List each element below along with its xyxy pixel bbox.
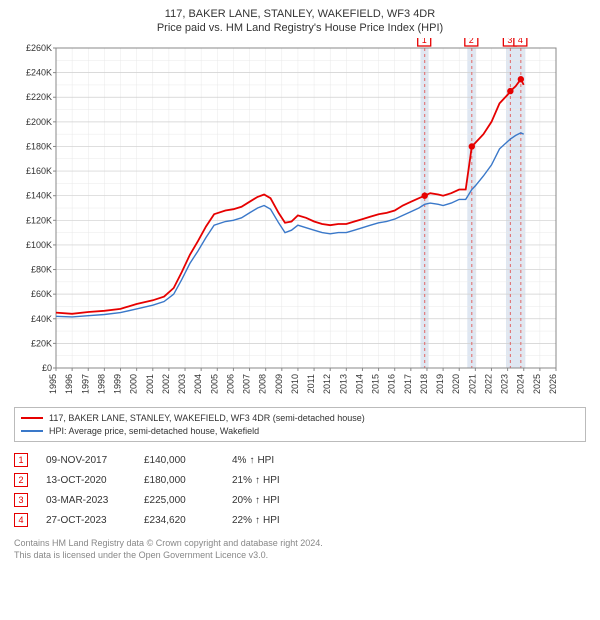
marker-label-box: 2 — [465, 38, 478, 46]
transaction-price: £225,000 — [144, 495, 214, 506]
x-tick-label: 2003 — [177, 374, 187, 394]
page: 117, BAKER LANE, STANLEY, WAKEFIELD, WF3… — [0, 0, 600, 620]
x-tick-label: 2001 — [145, 374, 155, 394]
y-tick-label: £200K — [26, 117, 52, 127]
x-tick-label: 2019 — [435, 374, 445, 394]
chart-svg: 1 2 34 £0 £20K £40K £60K £80K £100K £120K £140K £16… — [14, 38, 574, 398]
transaction-pct: 21%↑HPI — [232, 475, 312, 486]
x-tick-label: 1997 — [80, 374, 90, 394]
y-tick-label: £260K — [26, 43, 52, 53]
up-arrow-icon: ↑ — [249, 455, 254, 466]
legend-item: 117, BAKER LANE, STANLEY, WAKEFIELD, WF3… — [21, 412, 579, 425]
x-tick-label: 2002 — [161, 374, 171, 394]
transaction-pct: 4%↑HPI — [232, 455, 312, 466]
marker-dot — [507, 88, 513, 94]
y-tick-label: £220K — [26, 92, 52, 102]
x-tick-label: 2022 — [483, 374, 493, 394]
svg-text:3: 3 — [507, 38, 512, 45]
x-tick-label: 2007 — [242, 374, 252, 394]
x-tick-label: 2005 — [209, 374, 219, 394]
y-tick-label: £160K — [26, 166, 52, 176]
transaction-date: 27-OCT-2023 — [46, 515, 126, 526]
footer-line-2: This data is licensed under the Open Gov… — [14, 550, 586, 562]
x-tick-label: 2009 — [274, 374, 284, 394]
footer: Contains HM Land Registry data © Crown c… — [14, 538, 586, 561]
x-tick-label: 2012 — [322, 374, 332, 394]
y-tick-label: £80K — [31, 265, 52, 275]
transaction-row: 1 09-NOV-2017 £140,000 4%↑HPI — [14, 450, 586, 470]
legend-swatch — [21, 417, 43, 419]
legend-item: HPI: Average price, semi-detached house,… — [21, 425, 579, 438]
transaction-date: 09-NOV-2017 — [46, 455, 126, 466]
legend: 117, BAKER LANE, STANLEY, WAKEFIELD, WF3… — [14, 407, 586, 442]
y-tick-label: £100K — [26, 240, 52, 250]
x-tick-label: 2004 — [193, 374, 203, 394]
transaction-row: 3 03-MAR-2023 £225,000 20%↑HPI — [14, 490, 586, 510]
x-tick-label: 1999 — [113, 374, 123, 394]
transaction-date: 13-OCT-2020 — [46, 475, 126, 486]
chart: 1 2 34 £0 £20K £40K £60K £80K £100K £120K £140K £16… — [14, 38, 586, 401]
x-tick-label: 2017 — [403, 374, 413, 394]
x-tick-label: 2013 — [338, 374, 348, 394]
transaction-price: £234,620 — [144, 515, 214, 526]
x-tick-label: 2018 — [419, 374, 429, 394]
y-tick-label: £240K — [26, 68, 52, 78]
x-tick-label: 2000 — [129, 374, 139, 394]
transaction-pct: 22%↑HPI — [232, 515, 312, 526]
up-arrow-icon: ↑ — [255, 495, 260, 506]
x-tick-label: 2026 — [548, 374, 558, 394]
transaction-date: 03-MAR-2023 — [46, 495, 126, 506]
y-tick-label: £180K — [26, 141, 52, 151]
transaction-number-box: 3 — [14, 493, 28, 507]
x-tick-label: 1995 — [48, 374, 58, 394]
y-tick-label: £40K — [31, 314, 52, 324]
legend-label: HPI: Average price, semi-detached house,… — [49, 425, 259, 438]
x-tick-label: 2006 — [225, 374, 235, 394]
up-arrow-icon: ↑ — [255, 475, 260, 486]
x-tick-label: 2008 — [258, 374, 268, 394]
y-tick-label: £140K — [26, 191, 52, 201]
transaction-number-box: 2 — [14, 473, 28, 487]
transaction-price: £140,000 — [144, 455, 214, 466]
x-tick-label: 2021 — [467, 374, 477, 394]
marker-dot — [422, 192, 428, 198]
transaction-pct: 20%↑HPI — [232, 495, 312, 506]
chart-titles: 117, BAKER LANE, STANLEY, WAKEFIELD, WF3… — [14, 8, 586, 38]
y-tick-label: £120K — [26, 215, 52, 225]
marker-dot — [469, 143, 475, 149]
up-arrow-icon: ↑ — [255, 515, 260, 526]
x-tick-label: 2015 — [371, 374, 381, 394]
transactions-table: 1 09-NOV-2017 £140,000 4%↑HPI 2 13-OCT-2020 £1… — [14, 450, 586, 530]
y-tick-label: £0 — [42, 363, 52, 373]
x-tick-label: 2025 — [532, 374, 542, 394]
marker-dot — [518, 76, 524, 82]
footer-line-1: Contains HM Land Registry data © Crown c… — [14, 538, 586, 550]
x-tick-label: 1996 — [64, 374, 74, 394]
marker-label-box: 1 — [418, 38, 431, 46]
svg-text:2: 2 — [469, 38, 474, 45]
transaction-price: £180,000 — [144, 475, 214, 486]
transaction-number-box: 1 — [14, 453, 28, 467]
x-tick-label: 1998 — [96, 374, 106, 394]
y-tick-label: £60K — [31, 289, 52, 299]
legend-swatch — [21, 430, 43, 432]
x-tick-label: 2010 — [290, 374, 300, 394]
title-line-1: 117, BAKER LANE, STANLEY, WAKEFIELD, WF3… — [14, 8, 586, 20]
marker-label-box: 4 — [514, 38, 527, 46]
x-tick-label: 2014 — [354, 374, 364, 394]
svg-text:1: 1 — [422, 38, 427, 45]
title-line-2: Price paid vs. HM Land Registry's House … — [14, 22, 586, 34]
legend-label: 117, BAKER LANE, STANLEY, WAKEFIELD, WF3… — [49, 412, 365, 425]
x-tick-label: 2024 — [516, 374, 526, 394]
transaction-row: 2 13-OCT-2020 £180,000 21%↑HPI — [14, 470, 586, 490]
x-tick-label: 2023 — [500, 374, 510, 394]
x-tick-label: 2020 — [451, 374, 461, 394]
transaction-number-box: 4 — [14, 513, 28, 527]
svg-text:4: 4 — [518, 38, 523, 45]
x-tick-label: 2016 — [387, 374, 397, 394]
y-tick-label: £20K — [31, 338, 52, 348]
transaction-row: 4 27-OCT-2023 £234,620 22%↑HPI — [14, 510, 586, 530]
x-tick-label: 2011 — [306, 374, 316, 393]
